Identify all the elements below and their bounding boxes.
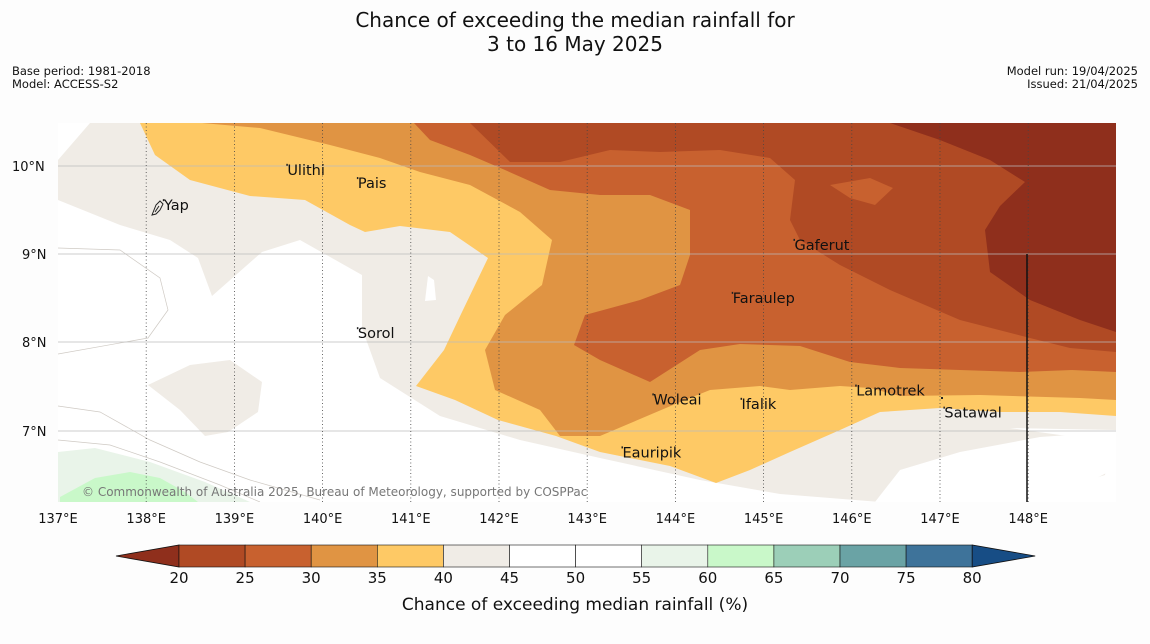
place-labels: Yap Ulithi Pais Gaferut Faraulep Sorol Lamotre… (162, 163, 1002, 461)
colorbar-tick-label: 75 (897, 569, 916, 587)
place-label: Woleai (653, 392, 701, 408)
islet-marker (941, 397, 943, 399)
colorbar-tick-label: 65 (764, 569, 783, 587)
place-marker (162, 199, 165, 202)
colorbar-segment (707, 544, 775, 568)
model-name: Model: ACCESS-S2 (12, 77, 119, 91)
colorbar-segment (641, 544, 709, 568)
place-label: Ulithi (287, 163, 325, 179)
lon-gridlines (145, 123, 1029, 502)
place-label: Satawal (944, 406, 1001, 422)
lon-tick-label: 141°E (391, 512, 431, 527)
place-marker (652, 393, 654, 396)
colorbar-tick-label: 25 (236, 569, 255, 587)
contour-hole (875, 432, 1112, 502)
place-marker (286, 163, 288, 166)
lat-tick-9n: 9°N (22, 248, 47, 263)
colorbar: 20 25 30 35 40 45 50 55 60 65 70 75 80 (115, 544, 1036, 587)
place-marker (793, 238, 795, 241)
colorbar-arrow-low (115, 544, 180, 568)
lon-tick-label: 137°E (38, 512, 78, 527)
base-info: Base period: 1981-2018 Model: ACCESS-S2 (12, 65, 151, 91)
contour-below-20 (890, 123, 1116, 332)
base-period: Base period: 1981-2018 (12, 64, 151, 78)
colorbar-arrow-high (971, 544, 1036, 568)
place-marker (855, 384, 857, 387)
yap-island (151, 200, 164, 216)
contour-60-65 (60, 472, 198, 502)
colorbar-tick-label: 70 (830, 569, 849, 587)
map-panel: Yap Ulithi Pais Gaferut Faraulep Sorol Lamotre… (58, 123, 1116, 502)
run-info: Model run: 19/04/2025 Issued: 21/04/2025 (1007, 65, 1138, 91)
colorbar-tick-label: 20 (169, 569, 188, 587)
colorbar-segment (905, 544, 973, 568)
place-label: Lamotrek (856, 384, 925, 400)
colorbar-segment (443, 544, 510, 568)
lat-tick-labels: 10°N 9°N 8°N 7°N (12, 160, 47, 440)
colorbar-tick-label: 40 (434, 569, 453, 587)
colorbar-tick-label: 35 (368, 569, 387, 587)
colorbar-tick-label: 55 (632, 569, 651, 587)
colorbar-segment (509, 544, 576, 568)
colorbar-tick-label: 80 (963, 569, 982, 587)
place-marker (356, 177, 359, 180)
colorbar-segment (773, 544, 841, 568)
colorbar-title: Chance of exceeding median rainfall (%) (402, 595, 748, 615)
title-line-2: 3 to 16 May 2025 (487, 32, 663, 56)
lon-tick-label: 148°E (1008, 512, 1048, 527)
lon-tick-label: 144°E (656, 512, 696, 527)
colorbar-segment (244, 544, 312, 568)
lon-tick-label: 147°E (920, 512, 960, 527)
contour-line-1 (58, 247, 169, 355)
lon-tick-label: 142°E (479, 512, 519, 527)
place-marker (943, 406, 945, 409)
lon-tick-label: 143°E (567, 512, 607, 527)
colorbar-tick-label: 60 (698, 569, 717, 587)
lon-tick-label: 138°E (126, 512, 166, 527)
issued-date: Issued: 21/04/2025 (1027, 77, 1138, 91)
colorbar-segment (839, 544, 907, 568)
contour-spot (830, 178, 893, 205)
lon-tick-label: 140°E (303, 512, 343, 527)
place-marker (731, 291, 734, 294)
model-run-date: Model run: 19/04/2025 (1006, 64, 1138, 78)
title-line-1: Chance of exceeding the median rainfall … (355, 8, 795, 32)
colorbar-tick-label: 45 (500, 569, 519, 587)
contour-20-25 (470, 123, 1116, 352)
lon-tick-labels: 137°E 138°E 139°E 140°E 141°E 142°E 143°E 144°E… (38, 512, 1048, 527)
map-title: Chance of exceeding the median rainfall … (0, 8, 1150, 56)
colorbar-tick-label: 30 (302, 569, 321, 587)
copyright-note: © Commonwealth of Australia 2025, Bureau… (82, 485, 587, 499)
place-label: Faraulep (733, 291, 795, 307)
yap-island-2 (154, 205, 160, 213)
place-marker (621, 446, 623, 449)
colorbar-segment (178, 544, 246, 568)
place-label: Gaferut (794, 238, 849, 254)
place-label: Sorol (358, 326, 395, 342)
colorbar-segment (310, 544, 378, 568)
contour-grey-patch (148, 360, 262, 436)
colorbar-segment (575, 544, 642, 568)
lon-tick-label: 146°E (832, 512, 872, 527)
contour-line-3 (58, 439, 261, 502)
contour-islet (425, 276, 436, 301)
place-label: Eauripik (622, 445, 681, 461)
place-label: Yap (163, 198, 189, 214)
contour-line-2 (58, 405, 321, 501)
lat-tick-7n: 7°N (22, 425, 47, 440)
place-marker (740, 397, 743, 400)
colorbar-segment (376, 544, 444, 568)
place-label: Pais (358, 176, 387, 192)
lat-tick-8n: 8°N (22, 336, 47, 351)
place-label: Ifalik (742, 397, 777, 413)
lat-tick-10n: 10°N (12, 160, 45, 175)
lon-tick-label: 139°E (215, 512, 255, 527)
colorbar-tick-label: 50 (566, 569, 585, 587)
place-marker (356, 327, 359, 330)
lon-tick-label: 145°E (744, 512, 784, 527)
